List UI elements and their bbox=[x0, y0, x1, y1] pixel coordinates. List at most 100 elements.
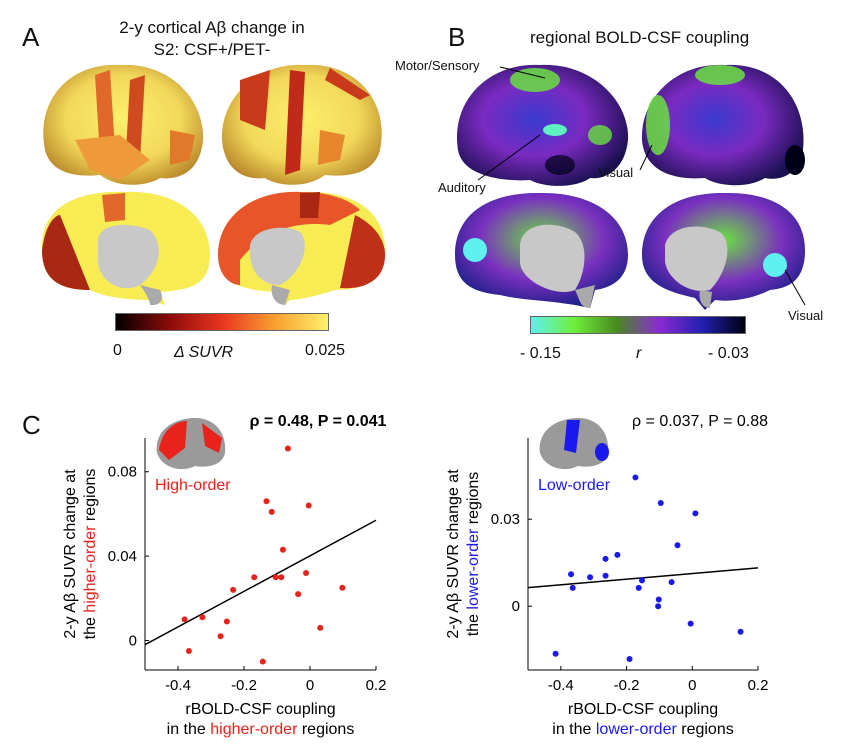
brain-b-lateral-left bbox=[456, 64, 629, 186]
data-point bbox=[223, 618, 230, 625]
scatter-plots: -0.4 -0.2 0 0.2 0 0.04 0.08 High-order ρ = 0.48,… bbox=[62, 413, 768, 738]
inset-brain-icon bbox=[539, 418, 609, 470]
data-point bbox=[259, 658, 266, 665]
data-point bbox=[687, 620, 694, 627]
brain-b-medial-right bbox=[642, 192, 805, 310]
x-tick-label: 0.2 bbox=[366, 677, 387, 694]
data-point bbox=[737, 628, 744, 635]
panel-b-title: regional BOLD-CSF coupling bbox=[530, 28, 750, 47]
annotation-motor-sensory: Motor/Sensory bbox=[395, 58, 480, 73]
data-point bbox=[295, 591, 302, 598]
x-axis-label-suffix: regions bbox=[677, 721, 734, 738]
x-tick-label: 0.2 bbox=[748, 677, 769, 694]
y-tick-label: 0.08 bbox=[108, 464, 137, 481]
correlation-stats: ρ = 0.037, P = 0.88 bbox=[632, 413, 768, 430]
x-axis-label: rBOLD-CSF coupling in the higher-order re… bbox=[167, 701, 355, 738]
x-tick-label: -0.2 bbox=[231, 677, 257, 694]
panel-a-title-line1: 2-y cortical Aβ change in bbox=[119, 18, 305, 37]
scatter-plot-1: -0.4 -0.2 0 0.2 0 0.04 0.08 High-order ρ = 0.48,… bbox=[62, 413, 387, 738]
data-point bbox=[268, 508, 275, 515]
data-point bbox=[217, 633, 224, 640]
inset-brain-region bbox=[564, 420, 580, 453]
correlation-stats: ρ = 0.48, P = 0.041 bbox=[250, 413, 387, 430]
brain-b-medial-left bbox=[455, 192, 628, 308]
annotation-visual-medial: Visual bbox=[788, 308, 824, 323]
inset-brain-region bbox=[159, 421, 187, 460]
panel-a-label: A bbox=[22, 22, 40, 52]
annotation-auditory: Auditory bbox=[438, 180, 486, 195]
panel-a-title-line2: S2: CSF+/PET- bbox=[153, 40, 271, 59]
annotation-line-visual-1 bbox=[639, 144, 653, 171]
y-axis-label-suffix: regions bbox=[465, 472, 482, 529]
y-axis-label-line2-prefix: the bbox=[82, 613, 99, 640]
data-point bbox=[305, 502, 312, 509]
fit-line bbox=[144, 519, 377, 646]
y-tick-label: 0.03 bbox=[491, 511, 520, 528]
inset-label: Low-order bbox=[538, 477, 611, 494]
brain-a-lateral-left bbox=[43, 64, 204, 185]
colorbar-b-max: - 0.03 bbox=[708, 345, 749, 362]
y-axis-label-highlight: lower-order bbox=[465, 528, 482, 610]
data-point bbox=[655, 596, 662, 603]
data-point bbox=[185, 648, 192, 655]
x-axis-label-highlight: lower-order bbox=[596, 721, 678, 738]
colorbar-b-min: - 0.15 bbox=[520, 345, 561, 362]
panel-b-label: B bbox=[448, 22, 466, 52]
panel-c-label: C bbox=[22, 410, 41, 440]
data-point bbox=[602, 555, 609, 562]
x-axis-label-line1: rBOLD-CSF coupling bbox=[185, 701, 335, 718]
annotation-line-visual-2 bbox=[784, 269, 806, 306]
y-tick-label: 0 bbox=[512, 598, 520, 615]
x-tick-label: -0.4 bbox=[165, 677, 191, 694]
data-point bbox=[569, 584, 576, 591]
colorbar-a bbox=[115, 313, 329, 331]
x-axis-label-line2-prefix: in the bbox=[552, 721, 596, 738]
y-axis-label-line1: 2-y Aβ SUVR change at bbox=[62, 469, 79, 639]
annotation-line-auditory bbox=[477, 134, 541, 181]
data-point bbox=[251, 574, 258, 581]
brain-b-lateral-right bbox=[641, 64, 805, 186]
x-axis-label-line2-prefix: in the bbox=[167, 721, 211, 738]
x-tick-label: -0.4 bbox=[548, 677, 574, 694]
colorbar-a-min: 0 bbox=[113, 342, 122, 359]
data-point bbox=[272, 574, 279, 581]
x-axis-label: rBOLD-CSF coupling in the lower-order reg… bbox=[552, 701, 733, 738]
y-axis-label: 2-y Aβ SUVR change at the lower-order reg… bbox=[445, 469, 482, 639]
data-point bbox=[655, 603, 662, 610]
x-axis-label-highlight: higher-order bbox=[210, 721, 298, 738]
y-axis-label-line1: 2-y Aβ SUVR change at bbox=[445, 469, 462, 639]
y-tick-label: 0 bbox=[129, 632, 137, 649]
data-point bbox=[181, 616, 188, 623]
data-point bbox=[626, 655, 633, 662]
x-tick-label: -0.2 bbox=[614, 677, 640, 694]
data-point bbox=[657, 499, 664, 506]
x-tick-label: 0 bbox=[688, 677, 696, 694]
data-point bbox=[692, 510, 699, 517]
colorbar-a-max: 0.025 bbox=[305, 342, 346, 359]
annotation-visual-lateral: Visual bbox=[598, 165, 634, 180]
annotation-line-motor bbox=[499, 66, 546, 79]
inset-brain-icon bbox=[156, 418, 226, 470]
data-point bbox=[303, 569, 310, 576]
y-axis-label-line2-prefix: the bbox=[465, 610, 482, 637]
data-point bbox=[317, 624, 324, 631]
data-point bbox=[674, 542, 681, 549]
data-point bbox=[284, 445, 291, 452]
colorbar-b bbox=[530, 316, 746, 334]
brain-a-lateral-right bbox=[221, 64, 382, 185]
data-point bbox=[668, 579, 675, 586]
data-point bbox=[230, 586, 237, 593]
x-axis-label-line1: rBOLD-CSF coupling bbox=[568, 701, 718, 718]
scatter-plot-2: -0.4 -0.2 0 0.2 0 0.03 Low-order ρ = 0.037, P =… bbox=[445, 413, 768, 738]
brain-a-medial-left bbox=[41, 191, 210, 306]
brain-a-medial-right bbox=[218, 191, 385, 305]
x-tick-label: 0 bbox=[306, 677, 314, 694]
brain-renderings bbox=[41, 64, 806, 310]
colorbar-a-quantity: Δ SUVR bbox=[174, 344, 234, 361]
data-point bbox=[635, 584, 642, 591]
y-axis-label-highlight: higher-order bbox=[82, 525, 99, 613]
data-point bbox=[632, 474, 639, 481]
data-point bbox=[602, 572, 609, 579]
data-point bbox=[263, 498, 270, 505]
